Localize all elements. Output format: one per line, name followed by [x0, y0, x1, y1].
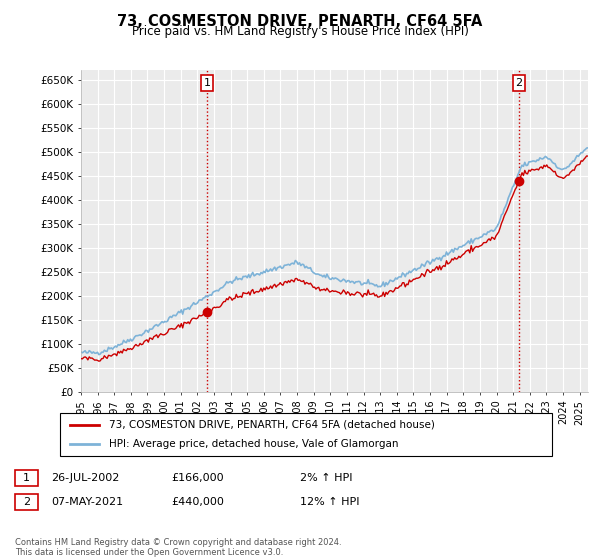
- Text: Price paid vs. HM Land Registry's House Price Index (HPI): Price paid vs. HM Land Registry's House …: [131, 25, 469, 38]
- Text: HPI: Average price, detached house, Vale of Glamorgan: HPI: Average price, detached house, Vale…: [109, 439, 398, 449]
- Text: 2: 2: [23, 497, 30, 507]
- Text: 1: 1: [23, 473, 30, 483]
- Text: £166,000: £166,000: [171, 473, 224, 483]
- Text: 73, COSMESTON DRIVE, PENARTH, CF64 5FA (detached house): 73, COSMESTON DRIVE, PENARTH, CF64 5FA (…: [109, 420, 435, 430]
- Text: 12% ↑ HPI: 12% ↑ HPI: [300, 497, 359, 507]
- FancyBboxPatch shape: [60, 413, 552, 456]
- Text: 07-MAY-2021: 07-MAY-2021: [51, 497, 123, 507]
- Text: Contains HM Land Registry data © Crown copyright and database right 2024.
This d: Contains HM Land Registry data © Crown c…: [15, 538, 341, 557]
- Text: 73, COSMESTON DRIVE, PENARTH, CF64 5FA: 73, COSMESTON DRIVE, PENARTH, CF64 5FA: [118, 14, 482, 29]
- Text: £440,000: £440,000: [171, 497, 224, 507]
- Text: 2% ↑ HPI: 2% ↑ HPI: [300, 473, 353, 483]
- Text: 1: 1: [203, 78, 211, 88]
- Text: 2: 2: [515, 78, 523, 88]
- Text: 26-JUL-2002: 26-JUL-2002: [51, 473, 119, 483]
